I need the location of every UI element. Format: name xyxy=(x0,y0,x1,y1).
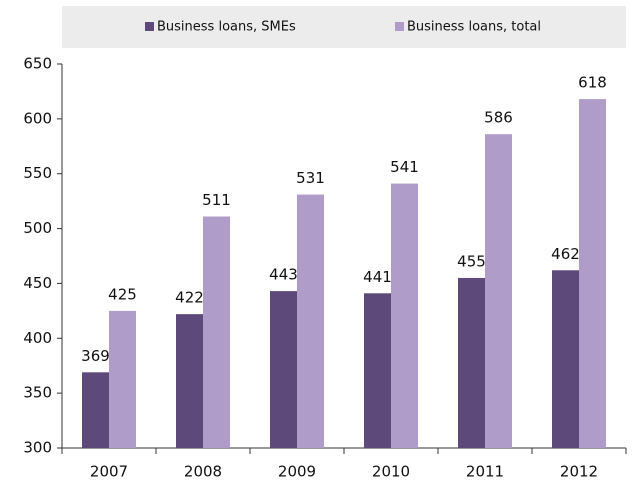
y-tick-label: 650 xyxy=(23,55,52,73)
legend-swatch xyxy=(145,22,154,31)
bar xyxy=(391,183,418,449)
y-tick-label: 350 xyxy=(23,384,52,402)
data-label: 511 xyxy=(202,191,231,209)
bar xyxy=(364,293,391,448)
x-tick-label: 2010 xyxy=(372,463,410,481)
data-label: 541 xyxy=(390,158,419,176)
y-tick-label: 450 xyxy=(23,274,52,292)
bar xyxy=(270,291,297,448)
legend-swatch xyxy=(395,22,404,31)
bar xyxy=(297,194,324,448)
y-tick-label: 550 xyxy=(23,164,52,182)
y-tick-label: 600 xyxy=(23,109,52,127)
bar xyxy=(203,216,230,448)
bar xyxy=(82,372,109,448)
x-tick-label: 2008 xyxy=(184,463,222,481)
y-tick-label: 300 xyxy=(23,439,52,457)
data-label: 369 xyxy=(81,347,110,365)
data-label: 531 xyxy=(296,169,325,187)
x-tick-label: 2011 xyxy=(466,463,504,481)
data-label: 462 xyxy=(551,245,580,263)
y-tick-label: 500 xyxy=(23,219,52,237)
x-tick-label: 2009 xyxy=(278,463,316,481)
data-label: 422 xyxy=(175,289,204,307)
bar xyxy=(579,99,606,448)
bar xyxy=(109,310,136,448)
data-label: 586 xyxy=(484,109,513,127)
bar xyxy=(176,314,203,448)
legend-box xyxy=(62,6,626,48)
bar xyxy=(552,270,579,448)
data-label: 443 xyxy=(269,266,298,284)
data-label: 441 xyxy=(363,268,392,286)
legend-label: Business loans, SMEs xyxy=(157,20,296,35)
x-tick-label: 2007 xyxy=(90,463,128,481)
y-tick-label: 400 xyxy=(23,329,52,347)
data-label: 618 xyxy=(578,74,607,92)
data-label: 455 xyxy=(457,252,486,270)
x-tick-label: 2012 xyxy=(560,463,598,481)
bar xyxy=(485,134,512,448)
data-label: 425 xyxy=(108,285,137,303)
bar xyxy=(458,277,485,448)
legend-label: Business loans, total xyxy=(407,20,541,35)
